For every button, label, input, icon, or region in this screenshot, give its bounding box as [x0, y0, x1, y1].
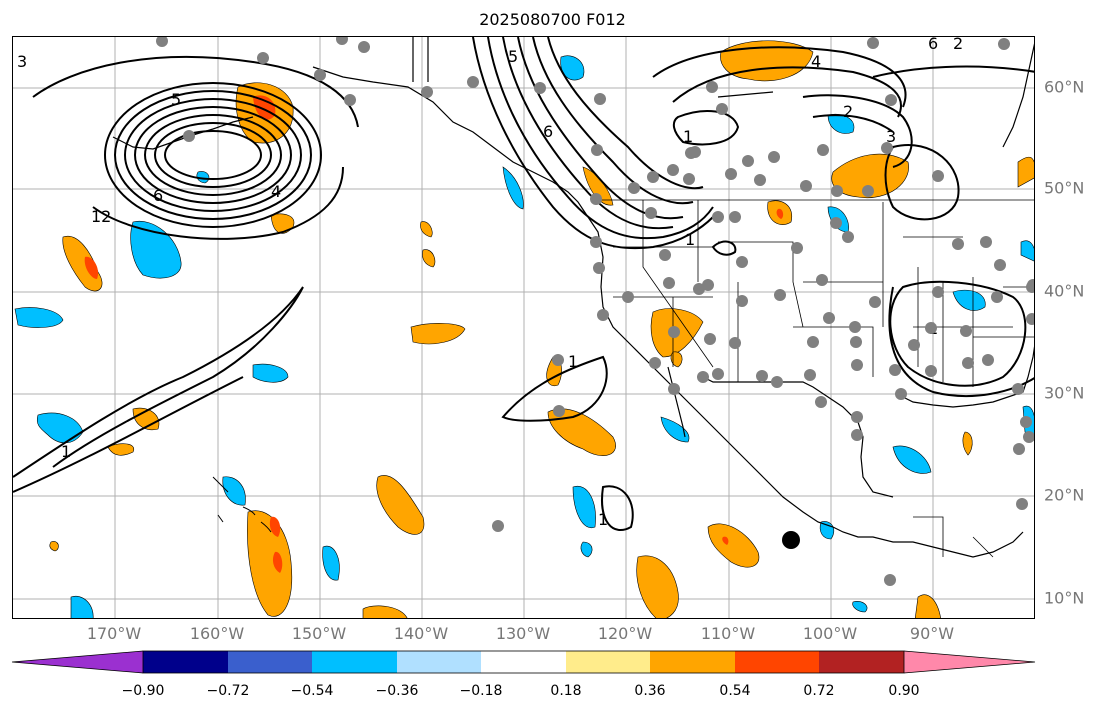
colorbar-segment	[228, 651, 312, 673]
lat-label: 30°N	[1044, 383, 1085, 403]
contour-label: 2	[843, 102, 853, 121]
highlight-marker	[782, 531, 800, 549]
weather-map: 3 6 5 4 12 6 5 6 2 1 4 2 3 1 1 1 1 1	[13, 37, 1034, 618]
lat-label: 20°N	[1044, 485, 1085, 505]
colorbar-tick: −0.36	[375, 683, 419, 699]
contour-label: 6	[153, 186, 163, 205]
contour-label: 6	[543, 122, 553, 141]
contour-lines	[13, 37, 1034, 532]
islands	[212, 476, 272, 533]
contour-label: 5	[508, 47, 518, 66]
lon-label: 160°W	[189, 624, 245, 643]
contour-label: 12	[91, 207, 111, 226]
contour-label: 5	[171, 90, 181, 109]
colorbar-segment	[481, 651, 566, 673]
colorbar-segment	[904, 651, 1035, 673]
lon-label: 140°W	[393, 624, 449, 643]
colorbar-tick: 0.72	[803, 683, 835, 699]
contour-label: 1	[598, 510, 608, 529]
lon-label: 120°W	[597, 624, 653, 643]
colorbar-segment	[397, 651, 481, 673]
coastlines	[112, 37, 1034, 558]
contour-label: 1	[568, 352, 578, 371]
lat-label: 40°N	[1044, 281, 1085, 301]
colorbar-tick: 0.36	[634, 683, 666, 699]
lat-label: 60°N	[1044, 77, 1085, 97]
colorbar-segment	[650, 651, 735, 673]
negative-anomaly-shading	[14, 55, 1034, 618]
colorbar-tick: 0.54	[719, 683, 751, 699]
contour-label: 1	[683, 127, 693, 146]
map-panel[interactable]: 3 6 5 4 12 6 5 6 2 1 4 2 3 1 1 1 1 1	[12, 36, 1035, 619]
lon-label: 110°W	[700, 624, 756, 643]
lon-label: 90°W	[909, 624, 955, 643]
lon-label: 170°W	[86, 624, 142, 643]
lon-label: 100°W	[802, 624, 858, 643]
map-title: 2025080700 F012	[479, 10, 626, 29]
colorbar-segment	[566, 651, 650, 673]
colorbar-segment	[819, 651, 904, 673]
colorbar-tick: −0.18	[459, 683, 503, 699]
contour-label: 1	[685, 230, 695, 249]
colorbar-tick: −0.72	[206, 683, 250, 699]
contour-label: 4	[811, 52, 821, 71]
colorbar-tick: −0.90	[121, 683, 165, 699]
lon-label: 150°W	[291, 624, 347, 643]
contour-label: 6	[928, 37, 938, 53]
contour-label: 4	[271, 182, 281, 201]
lat-label: 10°N	[1044, 588, 1085, 608]
contour-label: 1	[61, 442, 71, 461]
lat-label: 50°N	[1044, 178, 1085, 198]
colorbar-tick: 0.90	[888, 683, 920, 699]
colorbar	[11, 650, 1036, 674]
contour-label: 3	[17, 52, 27, 71]
contour-label: 3	[886, 127, 896, 146]
colorbar-tick: 0.18	[550, 683, 582, 699]
lon-label: 130°W	[495, 624, 551, 643]
colorbar-segment	[312, 651, 397, 673]
colorbar-segment	[735, 651, 819, 673]
station-markers	[156, 37, 1034, 586]
colorbar-tick: −0.54	[290, 683, 334, 699]
colorbar-segment	[12, 651, 143, 673]
contour-label: 2	[953, 37, 963, 53]
colorbar-segment	[143, 651, 228, 673]
strong-positive-shading	[84, 95, 784, 573]
